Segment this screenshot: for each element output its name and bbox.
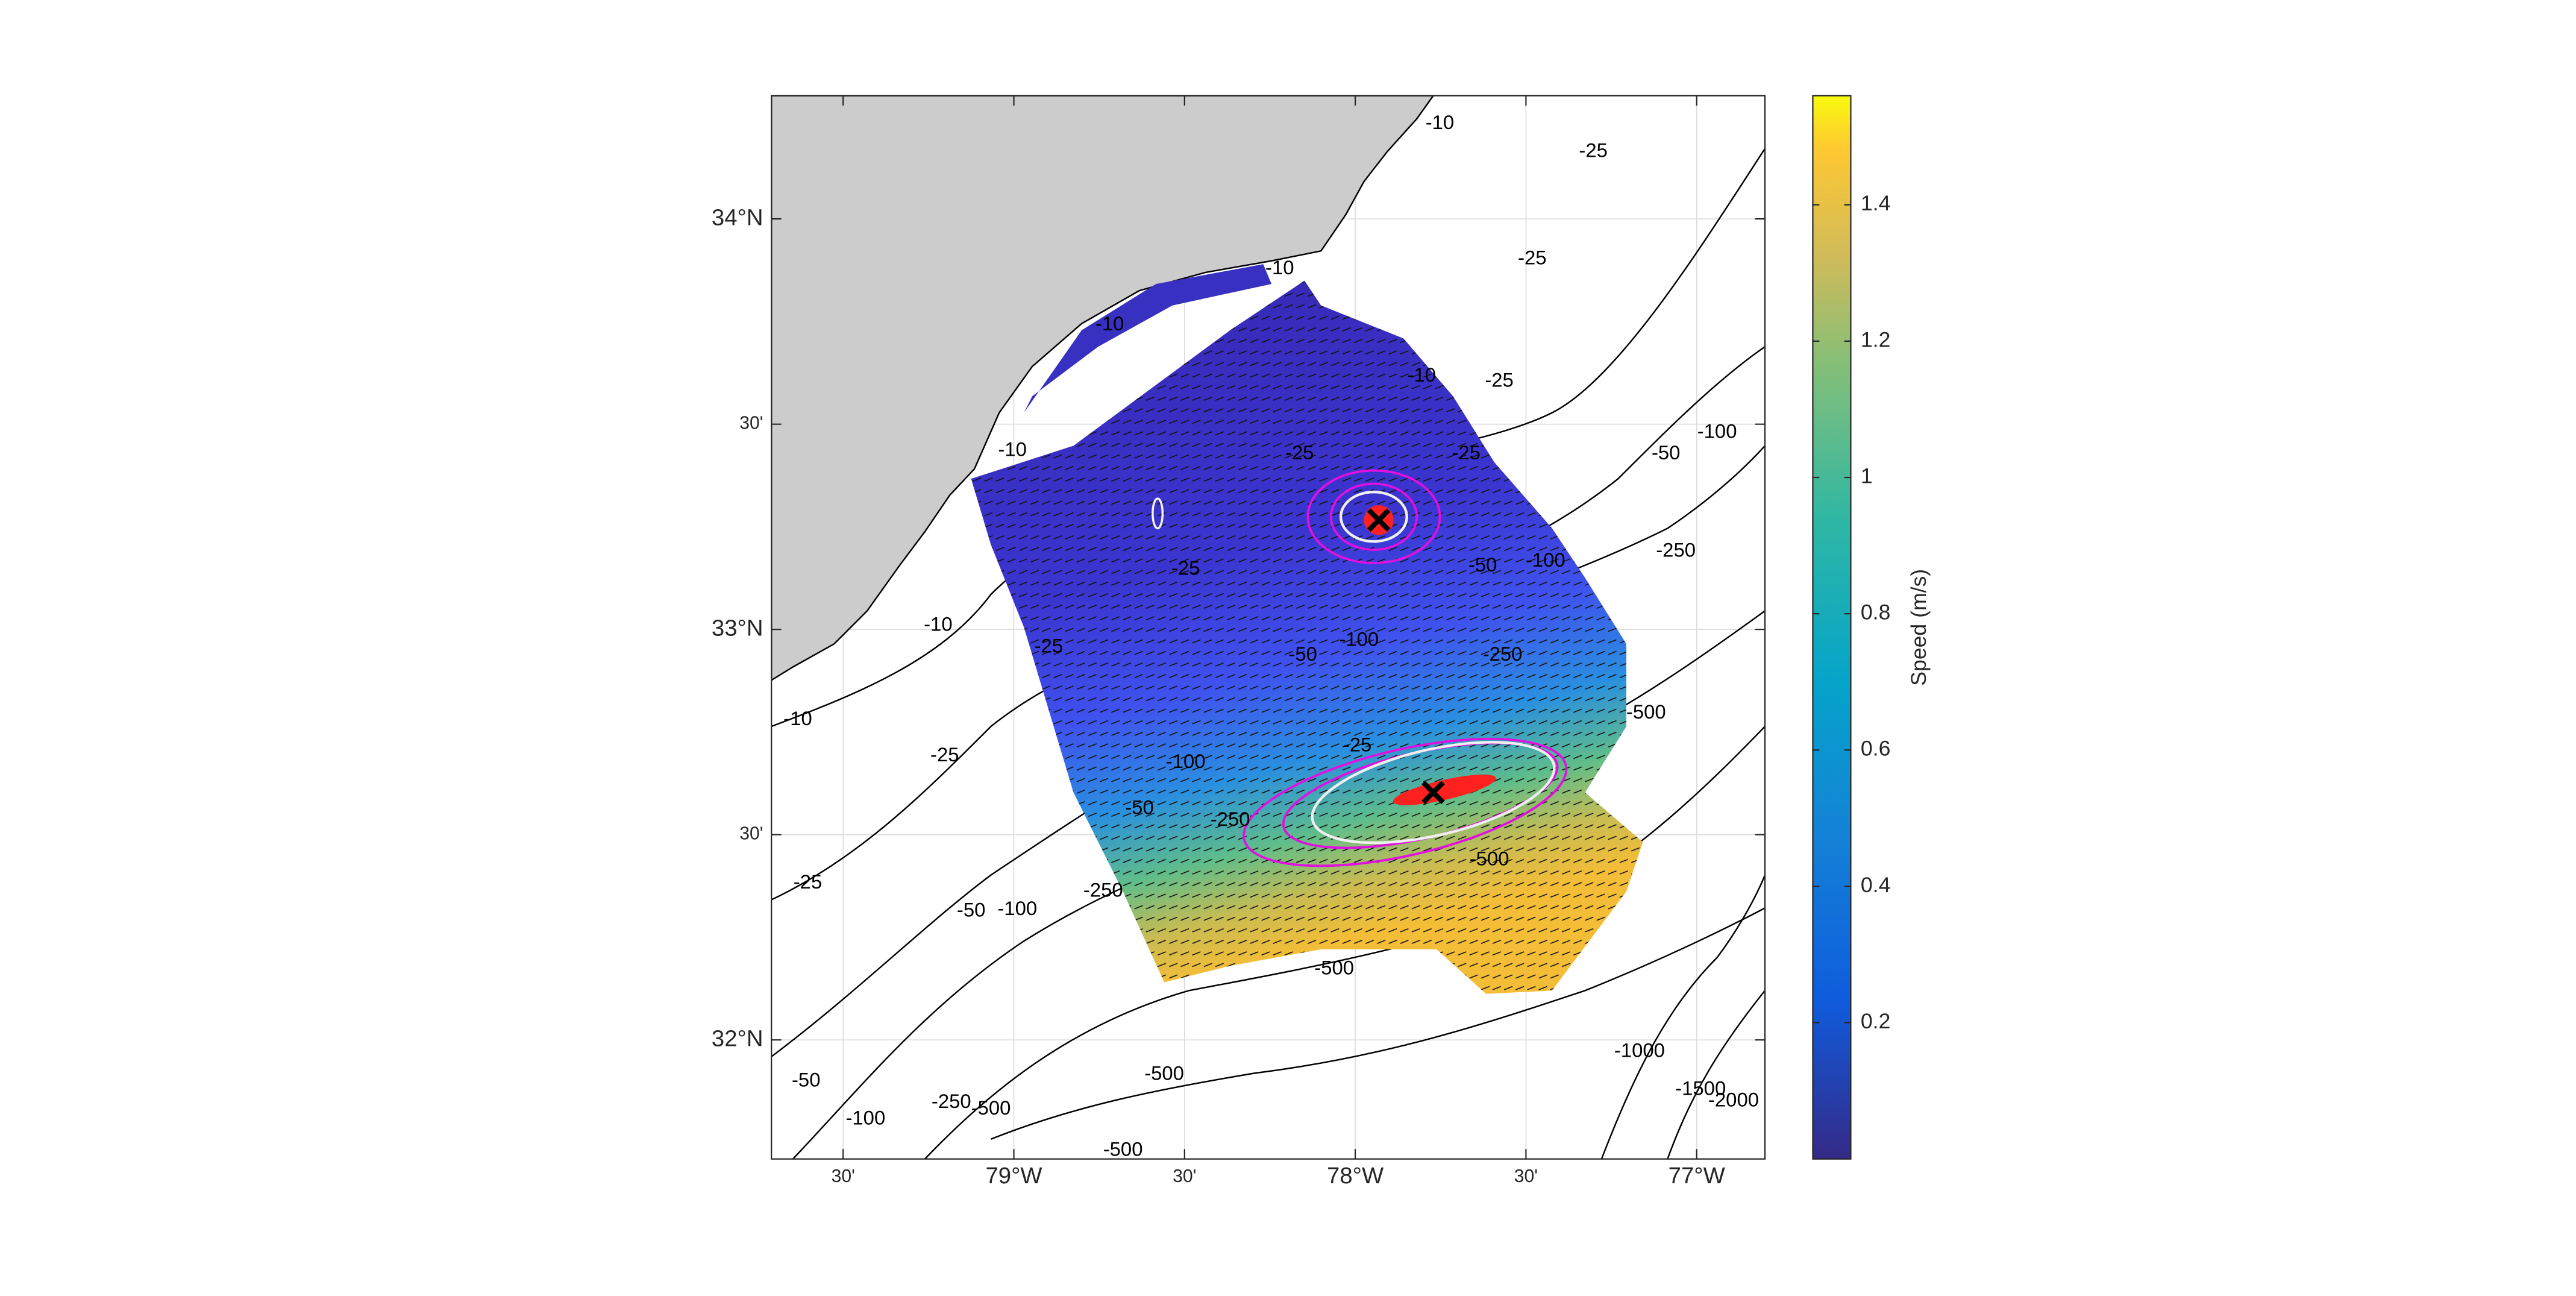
y-tick-label: 33°N <box>712 615 763 641</box>
x-tick-label: 78°W <box>1327 1163 1384 1189</box>
map-frame <box>771 95 1766 1160</box>
contour-label: -50 <box>1468 553 1497 576</box>
colorbar <box>1812 95 1852 1160</box>
y-tick-label: 30' <box>739 414 763 433</box>
contour-label: -250 <box>1211 808 1250 830</box>
contour-label: -50 <box>1125 796 1154 819</box>
contour-label: -250 <box>932 1090 971 1112</box>
isobath <box>991 907 1766 1140</box>
contour-label: -500 <box>1626 700 1666 723</box>
contour-labels: -10 -25 -10 -25 -10 -10 -25 -10 -25 -25 -50 -100 -25… <box>783 111 1759 1160</box>
contour-label: -25 <box>1485 368 1514 391</box>
contour-label: -500 <box>1103 1138 1143 1160</box>
contour-label: -25 <box>1343 734 1372 756</box>
contour-label: -100 <box>1526 549 1565 571</box>
y-tick-label: 34°N <box>712 204 763 230</box>
contour-label: -500 <box>971 1096 1011 1119</box>
contour-label: -10 <box>1408 363 1437 386</box>
eddy-boundary <box>1339 490 1408 543</box>
colorbar-tick-label: 0.2 <box>1861 1009 1890 1033</box>
eddy-contour <box>1306 469 1441 564</box>
colorbar-tick-label: 0.4 <box>1861 873 1890 897</box>
eddy-track <box>1393 774 1496 805</box>
colorbar-tick-label: 1.2 <box>1861 327 1890 351</box>
velocity-arrows <box>971 280 1643 994</box>
contour-label: -250 <box>1656 538 1696 561</box>
colorbar-tick-label: 0.6 <box>1861 737 1890 761</box>
contour-label: -100 <box>1339 628 1379 650</box>
eddy-boundary <box>1311 741 1556 845</box>
contour-label: -25 <box>1171 557 1200 579</box>
land <box>771 95 1435 681</box>
isobath <box>1667 990 1766 1159</box>
y-tick-label: 30' <box>739 824 763 844</box>
contour-label: -50 <box>792 1069 821 1091</box>
colorbar-tick-label: 1.4 <box>1861 191 1890 215</box>
contour-label: -100 <box>845 1107 885 1129</box>
x-tick-label: 77°W <box>1669 1163 1726 1189</box>
eddy-center <box>1367 508 1391 532</box>
contour-label: -100 <box>997 897 1037 919</box>
x-tick-label: 30' <box>832 1166 855 1186</box>
isobath <box>924 726 1766 1159</box>
axis-ticks: 30' 79°W 30' 78°W 30' 77°W 34°N 30' 33°N 30' 32°N <box>712 95 1766 1189</box>
contour-label: -250 <box>1083 879 1123 901</box>
contour-label: -50 <box>957 899 986 921</box>
eddy-contour <box>1243 737 1568 867</box>
isobath <box>1600 875 1766 1159</box>
contour-label: -25 <box>1035 634 1064 656</box>
colorbar-tick-label: 1 <box>1861 464 1873 488</box>
contour-label: -10 <box>924 613 953 635</box>
colorbar-tick-label: 0.8 <box>1861 600 1890 624</box>
eddy-center <box>1421 781 1445 804</box>
contour-label: -10 <box>998 438 1027 460</box>
contour-label: -25 <box>1285 441 1314 464</box>
contour-label: -500 <box>1314 956 1354 978</box>
contour-label: -10 <box>1265 256 1294 278</box>
contour-label: -2000 <box>1708 1089 1759 1111</box>
eddy-contour <box>1329 482 1418 551</box>
colorbar-label: Speed (m/s) <box>1907 569 1931 686</box>
eddy-north <box>1306 469 1441 564</box>
contour-label: -1500 <box>1675 1077 1726 1099</box>
x-tick-label: 79°W <box>985 1163 1042 1189</box>
contour-label: -25 <box>930 743 959 766</box>
contour-label: -25 <box>1452 441 1481 464</box>
contour-label: -500 <box>1470 848 1509 870</box>
x-tick-label: 30' <box>1173 1166 1196 1186</box>
contour-label: -50 <box>1288 643 1317 665</box>
contour-label: -25 <box>794 870 823 893</box>
contour-label: -10 <box>1426 111 1455 133</box>
speed-field-nearshore <box>1024 264 1272 413</box>
map-area: -10 -25 -10 -25 -10 -10 -25 -10 -25 -25 -50 -100 -25… <box>771 95 1766 1160</box>
eddy-south <box>1243 737 1568 867</box>
contour-label: -10 <box>1095 312 1124 335</box>
y-tick-label: 32°N <box>712 1025 763 1051</box>
contour-label: -1000 <box>1614 1039 1665 1061</box>
contour-label: -500 <box>1144 1062 1184 1084</box>
eddy-boundary <box>1152 497 1164 530</box>
contour-label: -250 <box>1483 643 1523 665</box>
contour-label: -25 <box>1518 247 1547 269</box>
contour-label: -25 <box>1579 139 1608 162</box>
contour-label: -50 <box>1652 441 1681 464</box>
contour-label: -100 <box>1697 420 1737 442</box>
x-tick-label: 30' <box>1514 1166 1538 1186</box>
contour-label: -100 <box>1166 750 1206 772</box>
contour-label: -10 <box>783 707 812 729</box>
